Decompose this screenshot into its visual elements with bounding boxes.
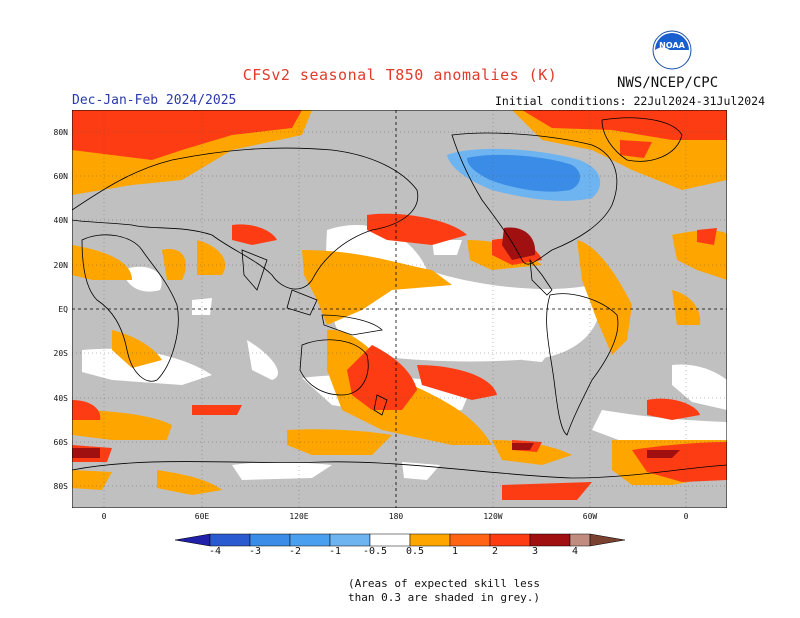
lat-label-20s: 20S (53, 349, 68, 358)
initial-conditions-label: Initial conditions: 22Jul2024-31Jul2024 (495, 94, 766, 108)
skill-note: (Areas of expected skill less than 0.3 a… (348, 577, 540, 605)
lat-label-20n: 20N (53, 261, 68, 270)
lat-label-60s: 60S (53, 438, 68, 447)
cold-anomaly-1-2 (467, 154, 581, 192)
svg-text:NOAA: NOAA (659, 41, 685, 50)
colorbar-label-p05: 0.5 (405, 546, 425, 557)
lon-label-120e: 120E (289, 512, 309, 521)
lat-label-80s: 80S (53, 482, 68, 491)
lon-label-0-east: 0 (683, 512, 689, 521)
lon-label-120w: 120W (483, 512, 503, 521)
lat-label-eq: EQ (58, 305, 68, 314)
warm-anomaly-2-3 (72, 227, 680, 458)
lon-label-180: 180 (388, 512, 404, 521)
skill-note-line-1: (Areas of expected skill less (348, 577, 541, 590)
noaa-logo: NOAA (652, 30, 692, 70)
colorbar-label-m4: -4 (208, 546, 222, 557)
lon-label-60e: 60E (194, 512, 210, 521)
anomaly-map (72, 110, 727, 508)
lat-label-80n: 80N (53, 128, 68, 137)
colorbar-label-m2: -2 (288, 546, 302, 557)
warm-anomaly-1-2 (72, 110, 727, 500)
lat-label-40s: 40S (53, 394, 68, 403)
colorbar-label-m3: -3 (248, 546, 262, 557)
colorbar (174, 533, 626, 547)
colorbar-label-m05: -0.5 (362, 546, 388, 557)
skill-note-line-2: than 0.3 are shaded in grey.) (348, 591, 541, 604)
map-title: CFSv2 seasonal T850 anomalies (K) (242, 66, 558, 84)
colorbar-label-p4: 4 (571, 546, 579, 557)
colorbar-label-m1: -1 (328, 546, 342, 557)
lat-label-40n: 40N (53, 216, 68, 225)
lat-label-60n: 60N (53, 172, 68, 181)
lon-label-60w: 60W (582, 512, 598, 521)
colorbar-label-p2: 2 (491, 546, 499, 557)
lon-label-0: 0 (101, 512, 107, 521)
colorbar-label-p1: 1 (451, 546, 459, 557)
coastlines (72, 117, 727, 479)
colorbar-label-p3: 3 (531, 546, 539, 557)
season-label: Dec-Jan-Feb 2024/2025 (72, 93, 237, 108)
agency-label: NWS/NCEP/CPC (617, 75, 719, 91)
